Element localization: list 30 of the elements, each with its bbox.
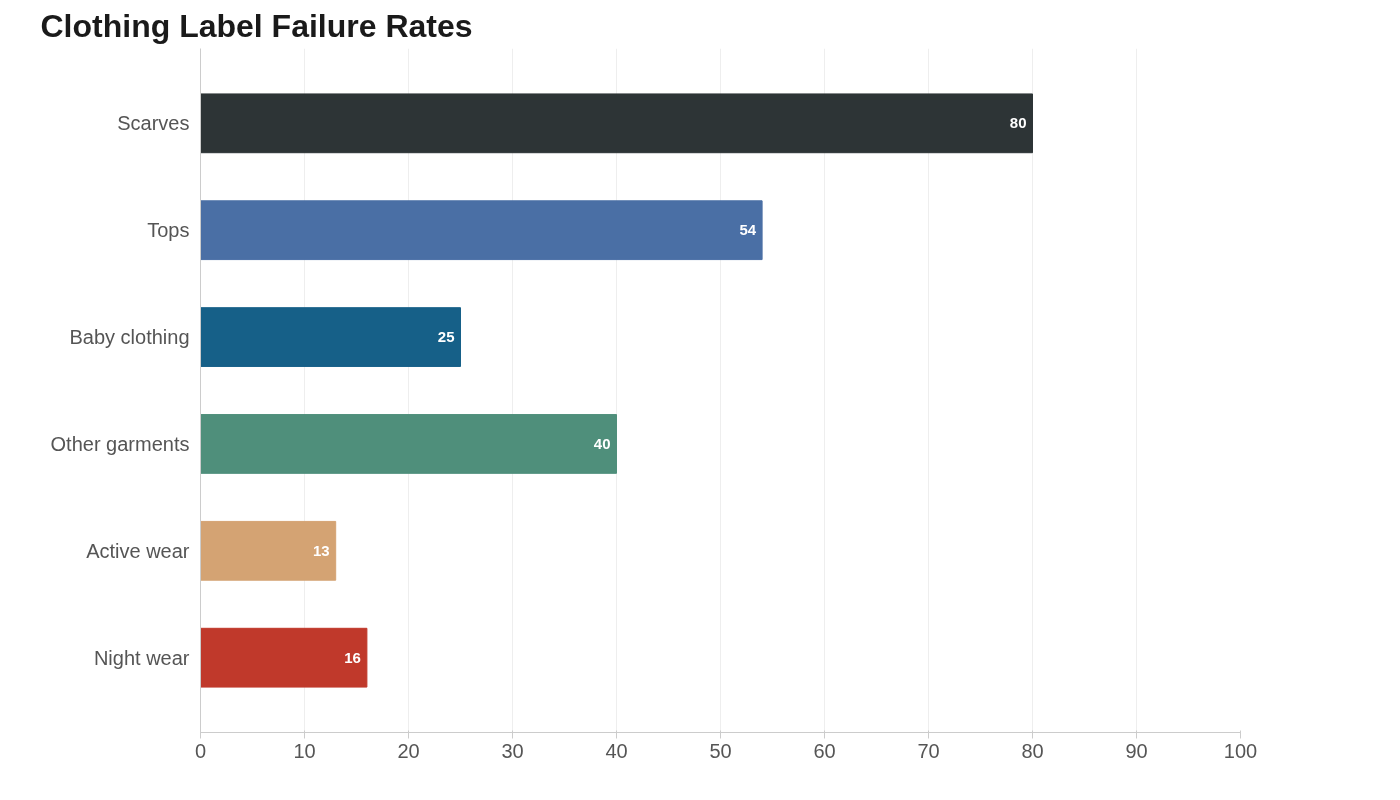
x-tick-label: 60 bbox=[813, 739, 836, 762]
y-tick-label: Tops bbox=[147, 219, 190, 242]
y-tick-label: Active wear bbox=[86, 539, 190, 562]
x-tick-label: 30 bbox=[501, 739, 524, 762]
data-label: 54 bbox=[739, 221, 757, 239]
x-tick-label: 70 bbox=[917, 739, 940, 762]
data-label: 13 bbox=[313, 541, 330, 559]
y-tick-label: Night wear bbox=[93, 646, 190, 669]
chart-title: Clothing Label Failure Rates bbox=[40, 7, 473, 44]
y-tick-label: Baby clothing bbox=[69, 326, 190, 349]
x-tick-label: 100 bbox=[1223, 739, 1258, 762]
y-tick-label: Scarves bbox=[117, 112, 190, 135]
bar bbox=[200, 414, 617, 474]
x-tick-label: 90 bbox=[1125, 739, 1148, 762]
x-tick-label: 0 bbox=[194, 739, 207, 762]
data-label: 16 bbox=[344, 648, 361, 666]
bar bbox=[200, 200, 763, 261]
y-tick-label: Other garments bbox=[50, 432, 190, 455]
bar bbox=[200, 520, 337, 581]
bar bbox=[200, 627, 368, 688]
data-label: 40 bbox=[593, 434, 611, 452]
x-tick-label: 80 bbox=[1021, 739, 1044, 762]
bar bbox=[200, 307, 461, 367]
x-tick-label: 10 bbox=[293, 739, 316, 762]
data-label: 80 bbox=[1009, 114, 1027, 132]
x-tick-label: 20 bbox=[397, 739, 420, 762]
x-tick-label: 40 bbox=[605, 739, 628, 762]
data-label: 25 bbox=[437, 328, 455, 346]
x-tick-label: 50 bbox=[709, 739, 732, 762]
bar bbox=[200, 93, 1033, 154]
